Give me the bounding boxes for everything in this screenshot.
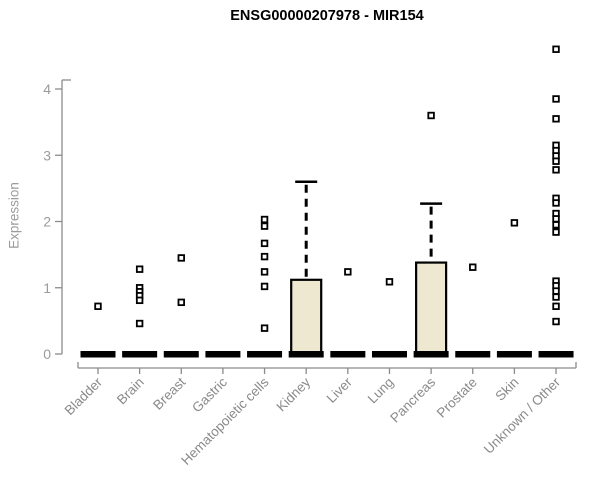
outlier-point — [135, 319, 144, 328]
outlier-point — [260, 222, 269, 230]
median-bar — [247, 351, 283, 358]
outlier-point — [427, 111, 435, 120]
x-tick-label: Liver — [324, 374, 356, 406]
y-tick-label: 0 — [43, 346, 51, 362]
x-tick-label: Brain — [114, 375, 147, 408]
outlier-point — [260, 239, 269, 248]
median-bar — [288, 351, 324, 358]
outlier-point — [260, 268, 269, 276]
box — [415, 261, 448, 356]
outlier-point — [260, 282, 269, 291]
outlier-point — [552, 228, 560, 236]
outlier-point — [510, 219, 519, 227]
outlier-point — [552, 221, 560, 229]
x-tick-label: Bladder — [62, 374, 106, 418]
median-bar — [205, 351, 241, 358]
outlier-point — [260, 252, 269, 261]
median-bar — [80, 351, 116, 358]
x-tick-label: Kidney — [274, 374, 314, 414]
outlier-point — [552, 215, 560, 223]
outlier-point — [552, 302, 560, 310]
median-bar — [330, 351, 366, 358]
y-axis-title: Expression — [6, 182, 22, 249]
outlier-point — [552, 157, 560, 165]
outlier-point — [260, 324, 269, 332]
x-tick-label: Skin — [492, 375, 521, 404]
median-bar — [496, 351, 532, 358]
outlier-point — [94, 302, 102, 310]
median-bar — [163, 351, 199, 358]
outlier-point — [552, 317, 560, 326]
median-bar — [413, 351, 449, 358]
chart-title: ENSG00000207978 - MIR154 — [230, 8, 424, 24]
median-bar — [538, 351, 574, 358]
x-tick-label: Pancreas — [387, 374, 438, 425]
outlier-point — [177, 254, 185, 262]
box — [290, 278, 323, 356]
outlier-point — [135, 265, 144, 273]
x-tick-label: Gastric — [189, 374, 230, 415]
y-tick-label: 3 — [43, 147, 51, 163]
median-bar — [122, 351, 158, 358]
median-bar — [371, 351, 407, 358]
x-tick-label: Breast — [150, 374, 188, 412]
outlier-point — [552, 95, 560, 103]
outlier-point — [135, 296, 144, 305]
outlier-point — [552, 287, 560, 295]
y-tick-label: 2 — [43, 214, 51, 230]
outlier-point — [177, 298, 185, 307]
y-tick-label: 4 — [43, 81, 51, 97]
outlier-point — [260, 215, 269, 224]
outlier-point — [552, 166, 560, 174]
x-tick-label: Prostate — [434, 375, 480, 421]
outlier-point — [552, 45, 560, 53]
x-tick-label: Unknown / Other — [481, 374, 564, 457]
x-tick-label: Lung — [365, 375, 397, 407]
outlier-point — [385, 278, 394, 286]
outlier-point — [469, 263, 477, 271]
outlier-point — [552, 115, 560, 123]
outlier-point — [344, 268, 352, 276]
outlier-point — [552, 293, 560, 301]
outlier-point — [552, 199, 560, 207]
median-bar — [455, 351, 491, 358]
y-tick-label: 1 — [43, 280, 51, 296]
